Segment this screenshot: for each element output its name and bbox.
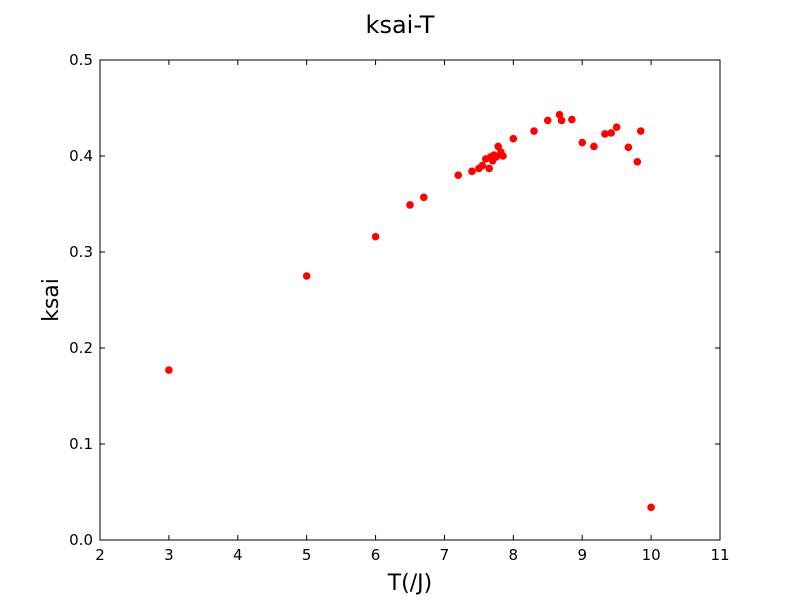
- x-tick-label: 8: [509, 546, 519, 564]
- data-point: [601, 130, 609, 138]
- data-point: [454, 171, 463, 179]
- y-tick-label: 0.5: [69, 51, 93, 69]
- data-point: [543, 116, 552, 125]
- x-tick-label: 4: [233, 546, 243, 564]
- y-tick-label: 0.0: [69, 531, 93, 549]
- x-axis-label: T(/J): [387, 571, 433, 596]
- points-layer: [165, 110, 655, 512]
- data-point: [568, 115, 576, 124]
- data-point: [499, 152, 507, 160]
- data-point: [590, 142, 598, 151]
- data-point: [647, 503, 655, 512]
- x-tick-label: 11: [710, 546, 729, 564]
- data-point: [302, 272, 311, 280]
- data-point: [557, 116, 566, 125]
- ticks-layer: 2 3 4 5 6 7 8 9 10 11 0.0 0.1 0.2 0.3 0.4 0.5: [69, 51, 729, 564]
- data-point: [624, 143, 633, 152]
- x-tick-label: 2: [95, 546, 105, 564]
- data-point: [633, 157, 642, 166]
- data-point: [607, 129, 615, 137]
- data-point: [419, 193, 428, 202]
- x-tick-label: 5: [302, 546, 312, 564]
- y-tick-label: 0.1: [69, 435, 93, 453]
- data-point: [371, 232, 380, 241]
- data-point: [492, 153, 500, 161]
- data-point: [478, 161, 487, 170]
- data-point: [485, 164, 494, 173]
- y-tick-label: 0.2: [69, 339, 93, 357]
- data-point: [468, 167, 476, 176]
- data-point: [578, 138, 587, 147]
- chart-title: ksai-T: [366, 11, 435, 39]
- plot-frame: [99, 59, 721, 541]
- data-point: [555, 110, 564, 119]
- data-point: [636, 127, 645, 135]
- data-point: [406, 201, 414, 209]
- x-tick-label: 9: [577, 546, 587, 564]
- x-tick-label: 6: [371, 546, 381, 564]
- data-point: [509, 134, 518, 143]
- x-tick-label: 10: [642, 546, 661, 564]
- data-point: [494, 142, 502, 151]
- data-point: [612, 123, 621, 131]
- x-tick-label: 3: [164, 546, 174, 564]
- data-point: [530, 127, 538, 135]
- data-point: [165, 366, 173, 374]
- x-tick-label: 7: [440, 546, 450, 564]
- y-tick-label: 0.4: [69, 147, 93, 165]
- y-tick-label: 0.3: [69, 243, 93, 261]
- y-axis-label: ksai: [39, 278, 64, 322]
